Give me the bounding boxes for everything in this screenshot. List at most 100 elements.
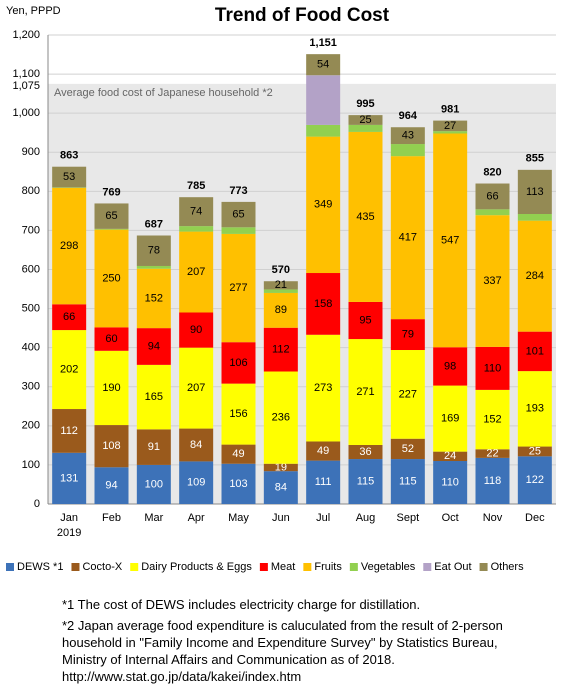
bar-segment [348,301,383,340]
bar-segment [136,235,171,266]
y-tick-label: 1,075 [12,80,40,92]
legend-swatch [479,563,488,571]
bar-segment [306,273,341,335]
bar-segment [433,131,468,134]
bar-segment [390,350,425,439]
data-label: 207 [187,266,205,278]
bar-segment [52,187,87,305]
bar-segment [433,120,468,132]
data-label: 122 [526,474,544,486]
data-label: 84 [190,439,202,451]
data-label: 277 [229,282,247,294]
data-label: 27 [444,120,456,132]
x-tick-label: Nov [483,512,503,524]
y-tick-label: 100 [22,459,40,471]
chart-title: Trend of Food Cost [215,5,390,26]
reference-text: Average food cost of Japanese household … [54,87,273,99]
data-label: 22 [486,447,498,459]
bar-segment [52,409,87,453]
bar-segment [263,371,298,464]
data-label: 100 [145,478,163,490]
data-label: 25 [359,114,371,126]
bar-segment [94,425,129,468]
data-label: 65 [105,210,117,222]
x-tick-label: Jan [60,512,78,524]
bar-segment [179,197,214,227]
bar-segment [517,331,552,372]
bar-segment [348,115,383,125]
bar-segment [475,449,510,458]
bar-segment [306,54,341,76]
data-label: 118 [484,475,502,487]
data-label: 98 [444,360,456,372]
legend-swatch [6,563,14,571]
bar-segment [390,144,425,157]
total-label: 964 [399,110,418,122]
data-label: 95 [359,314,371,326]
total-label: 687 [145,218,163,230]
y-tick-label: 0 [34,498,40,510]
bar-segment [475,457,510,504]
bar-segment [263,463,298,472]
data-label: 21 [275,279,287,291]
legend-label: Fruits [314,561,342,573]
data-label: 49 [232,448,244,460]
total-label: 570 [272,264,290,276]
bar-segment [94,467,129,504]
bar-segment [517,220,552,332]
data-label: 36 [359,446,371,458]
data-label: 271 [356,386,374,398]
bar-segment [348,444,383,460]
legend-swatch [349,563,358,571]
data-label: 236 [272,412,290,424]
notes: *1 The cost of DEWS includes electricity… [62,596,542,689]
bar-segment [179,312,214,348]
data-label: 84 [275,481,287,493]
y-tick-label: 600 [22,263,40,275]
bar-segment [52,330,87,410]
legend-swatch [130,563,139,571]
data-label: 349 [314,199,332,211]
bar-segment [475,346,510,390]
total-label: 863 [60,150,78,162]
legend-swatch [71,563,80,571]
data-label: 156 [229,408,247,420]
data-label: 90 [190,324,202,336]
x-tick-label: Feb [102,512,121,524]
data-label: 66 [63,311,75,323]
bar-segment [52,166,87,188]
bar-segment [390,127,425,145]
data-label: 284 [526,270,544,282]
chart: Trend of Food Cost Yen, PPPD Average foo… [6,5,556,573]
data-label: 78 [148,245,160,257]
bar-segment [263,289,298,293]
bar-segment [517,456,552,504]
bar-segment [263,281,298,290]
bar-segment [517,446,552,457]
data-label: 152 [145,292,163,304]
total-label: 785 [187,180,205,192]
data-label: 19 [275,461,287,473]
bar-segment [433,133,468,348]
bar-segment [433,385,468,452]
bar-segment [517,371,552,447]
x-tick-label: Jun [272,512,290,524]
data-label: 94 [105,480,117,492]
bar-segment [517,169,552,215]
bar-segment [263,471,298,504]
total-label: 995 [356,98,374,110]
bar-segment [348,124,383,132]
y-tick-label: 1,100 [12,68,40,80]
data-label: 111 [315,476,332,488]
data-label: 89 [275,304,287,316]
legend-label: Dairy Products & Eggs [141,561,252,573]
bar-segment [179,461,214,504]
y-tick-label: 400 [22,342,40,354]
data-label: 115 [399,475,417,487]
bar-segment [221,383,256,445]
data-label: 250 [102,272,120,284]
bar-segment [433,451,468,462]
note: *2 Japan average food expenditure is cal… [62,618,503,667]
data-label: 94 [148,340,160,352]
x-tick-label: May [228,512,249,524]
